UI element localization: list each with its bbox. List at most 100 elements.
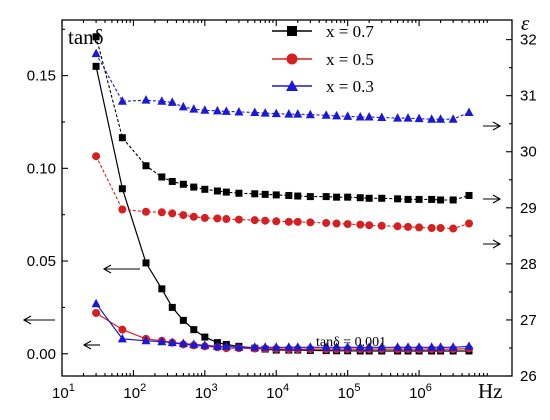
data-point-tan-x03	[167, 337, 177, 347]
data-point-tan-x07	[158, 285, 166, 293]
data-point-eps-x07	[437, 196, 445, 204]
data-point-eps-x07	[404, 195, 412, 203]
data-point-tan-x03	[305, 342, 315, 351]
data-point-eps-x07	[449, 196, 457, 204]
data-point-tan-x03	[393, 342, 403, 351]
data-point-tan-x07	[142, 259, 150, 267]
series-line-tan-x07	[95, 66, 469, 352]
data-point-eps-x03	[293, 109, 303, 118]
data-point-eps-x03	[189, 104, 199, 113]
series-line-eps-x03	[95, 53, 470, 120]
data-point-eps-x05	[92, 152, 101, 161]
data-point-eps-x03	[393, 113, 403, 122]
data-point-eps-x03	[448, 114, 458, 123]
legend-marker-x07	[287, 26, 297, 36]
data-point-eps-x03	[178, 101, 188, 111]
axis-arrows	[22, 121, 502, 350]
data-point-tan-x03	[321, 342, 331, 351]
data-point-eps-x05	[465, 219, 474, 228]
data-point-eps-x07	[158, 173, 166, 181]
y-axis-left-title: tanδ	[68, 25, 104, 49]
data-point-eps-x05	[157, 208, 166, 217]
data-point-eps-x03	[221, 106, 231, 115]
data-point-tan-x03	[221, 341, 231, 350]
data-point-eps-x05	[284, 217, 293, 226]
data-point-tan-x03	[332, 342, 342, 351]
data-point-eps-x07	[118, 134, 126, 142]
data-point-eps-x03	[436, 114, 446, 123]
data-point-eps-x03	[321, 110, 331, 119]
data-point-eps-x07	[285, 191, 293, 199]
series-line-tan-x05	[95, 312, 470, 350]
data-point-tan-x07	[179, 316, 187, 324]
data-point-eps-x07	[190, 183, 198, 191]
data-point-tan-x07	[201, 333, 209, 341]
data-point-tan-x03	[293, 342, 303, 351]
data-point-eps-x07	[251, 190, 259, 198]
data-point-eps-x03	[271, 108, 281, 118]
y-axis-left: 0.00 0.05 0.10 0.15	[27, 28, 68, 363]
data-point-tan-x07	[118, 185, 126, 193]
data-point-eps-x03	[343, 111, 353, 120]
y-left-tick-label: 0.00	[27, 346, 56, 363]
data-point-eps-x05	[179, 211, 188, 220]
data-point-eps-x07	[261, 190, 269, 198]
data-point-eps-x03	[157, 96, 167, 105]
data-point-eps-x07	[365, 194, 373, 202]
data-point-eps-x07	[142, 162, 150, 170]
legend-marker-x03	[286, 80, 298, 91]
data-point-eps-x05	[222, 215, 231, 224]
data-point-tan-x03	[436, 342, 446, 351]
data-point-eps-x07	[168, 177, 176, 185]
data-point-eps-x03	[332, 110, 342, 120]
data-point-eps-x05	[118, 205, 127, 214]
data-point-eps-x03	[250, 107, 260, 117]
data-point-eps-x05	[213, 214, 222, 223]
plot-frame	[61, 19, 513, 377]
data-point-eps-x07	[179, 180, 187, 188]
data-point-eps-x07	[394, 195, 402, 203]
data-point-tan-x03	[403, 342, 413, 351]
series-line-eps-x05	[95, 155, 470, 230]
y-axis-right: 26 27 28 29 30 31 32	[506, 32, 537, 385]
x-tick-label: 104	[266, 382, 289, 402]
data-point-tan-x03	[414, 342, 424, 351]
data-point-eps-x07	[465, 191, 473, 199]
y-axis-right-title: ε	[521, 11, 530, 35]
data-point-eps-x07	[428, 195, 436, 203]
eps-arrow-x05-head	[492, 239, 502, 249]
data-point-eps-x07	[235, 189, 243, 197]
data-point-eps-x07	[92, 33, 100, 41]
tan-arrow-x07-head	[102, 264, 112, 274]
data-point-eps-x05	[377, 221, 386, 230]
data-point-tan-x03	[427, 342, 437, 351]
data-point-eps-x05	[449, 224, 458, 233]
data-point-tan-x03	[234, 342, 244, 351]
data-point-eps-x05	[365, 221, 374, 230]
x-tick-label: 105	[338, 382, 361, 402]
x-axis: 101 102 103 104 105 106	[52, 20, 488, 402]
data-point-tan-x07	[190, 326, 198, 334]
series-layer	[91, 33, 474, 355]
data-point-eps-x03	[260, 108, 270, 117]
data-point-eps-x05	[415, 223, 424, 232]
data-point-tan-x03	[448, 342, 458, 351]
data-point-eps-x05	[393, 222, 402, 231]
data-point-eps-x07	[272, 191, 280, 199]
x-tick-label: 102	[123, 382, 146, 402]
data-point-eps-x03	[234, 106, 244, 116]
data-point-eps-x03	[414, 113, 424, 123]
data-point-tan-x03	[364, 342, 374, 351]
legend-label-x03: x = 0.3	[326, 77, 374, 96]
data-point-eps-x05	[356, 220, 365, 229]
data-point-eps-x07	[213, 187, 221, 195]
data-point-eps-x03	[167, 97, 177, 106]
data-point-eps-x07	[222, 188, 230, 196]
data-point-tan-x03	[271, 342, 281, 351]
data-point-tan-x03	[189, 339, 199, 348]
legend-label-x05: x = 0.5	[326, 50, 374, 69]
data-point-tan-x03	[200, 340, 210, 349]
y-left-tick-label: 0.10	[27, 160, 56, 177]
y-left-tick-label: 0.05	[27, 253, 56, 270]
